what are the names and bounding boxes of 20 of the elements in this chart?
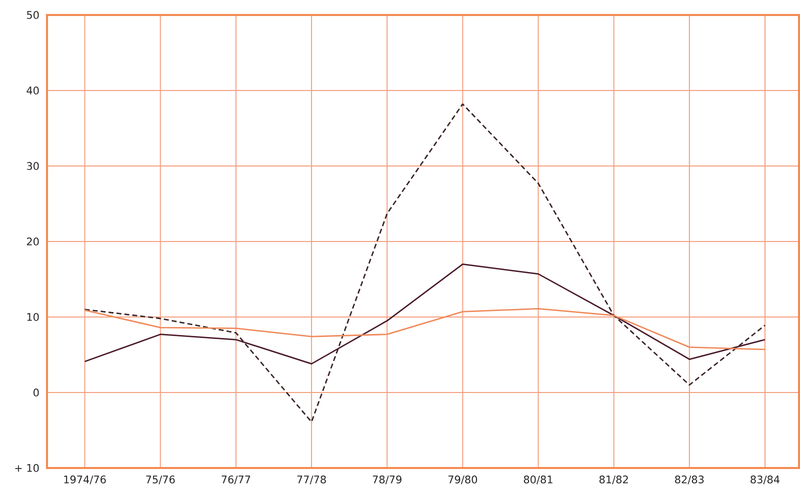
line-series	[84, 103, 766, 423]
y-tick-label: 10	[27, 313, 39, 321]
y-tick-label: 50	[26, 11, 39, 19]
x-tick-label: 77/78	[297, 476, 326, 484]
x-tick-label: 80/81	[524, 476, 552, 484]
y-tick-label: + 10	[15, 464, 39, 472]
x-tick-label: 75/76	[146, 476, 175, 484]
x-tick-label: 79/80	[448, 476, 478, 484]
x-tick-label: 81/82	[599, 476, 628, 484]
y-tick-label: 40	[26, 86, 39, 94]
x-tick-label: 76/77	[222, 476, 250, 484]
x-tick-label: 1974/76	[64, 476, 106, 484]
y-tick-label: 0	[34, 388, 39, 396]
y-tick-label: 30	[26, 162, 39, 170]
x-tick-label: 78/79	[372, 476, 402, 484]
y-tick-label: 20	[26, 238, 39, 246]
x-tick-label: 83/84	[750, 476, 780, 484]
line-series	[84, 308, 766, 350]
x-tick-label: 82/83	[675, 476, 704, 484]
line-series	[84, 263, 766, 364]
